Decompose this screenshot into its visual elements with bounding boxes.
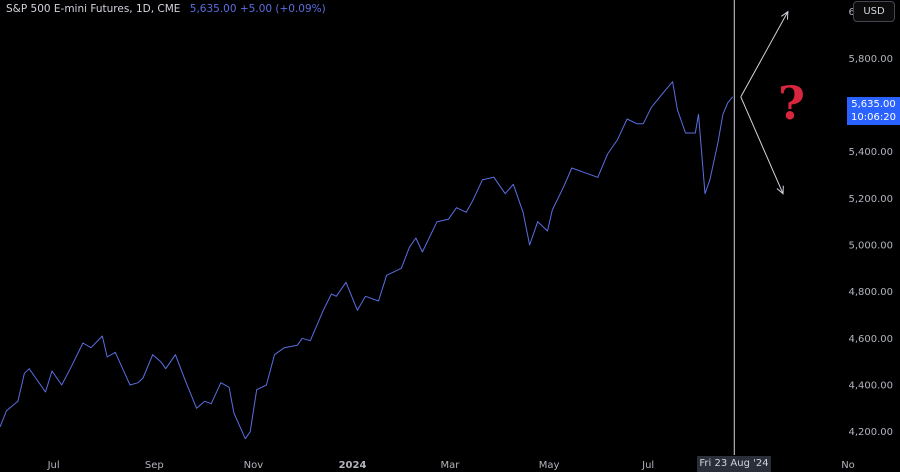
currency-button[interactable]: USD	[853, 1, 895, 22]
crosshair-date-label: Fri 23 Aug '24	[697, 456, 771, 472]
projection-arrow-up	[740, 11, 789, 98]
x-tick-label: Mar	[441, 460, 461, 471]
legend-title: S&P 500 E-mini Futures, 1D, CME	[6, 3, 181, 15]
y-tick-label: 5,800.00	[848, 54, 893, 65]
y-tick-label: 4,600.00	[848, 334, 893, 345]
projection-arrow-down	[740, 96, 784, 194]
last-price-tag: 5,635.00 10:06:20	[847, 97, 900, 125]
y-tick-label: 5,400.00	[848, 147, 893, 158]
x-tick-label: 2024	[339, 460, 367, 471]
arrow-head	[781, 10, 789, 20]
bar-countdown: 10:06:20	[851, 112, 896, 123]
y-tick-label: 4,200.00	[848, 427, 893, 438]
x-tick-label: Jul	[641, 460, 654, 471]
x-tick-label: May	[539, 460, 560, 471]
x-tick-label: Sep	[145, 460, 164, 471]
y-tick-label: 4,800.00	[848, 287, 893, 298]
question-mark-annotation: ?	[778, 76, 805, 130]
x-tick-label: Jul	[47, 460, 60, 471]
x-tick-label: Nov	[244, 460, 264, 471]
y-tick-label: 5,200.00	[848, 194, 893, 205]
last-price-value: 5,635.00	[851, 99, 896, 110]
x-tick-label: No	[841, 460, 855, 471]
y-tick-label: 4,400.00	[848, 381, 893, 392]
price-series-line	[0, 81, 734, 440]
legend-values: 5,635.00 +5.00 (+0.09%)	[189, 3, 326, 15]
y-tick-label: 5,000.00	[848, 241, 893, 252]
arrow-head	[776, 185, 784, 195]
chart-legend: S&P 500 E-mini Futures, 1D, CME 5,635.00…	[6, 3, 326, 15]
